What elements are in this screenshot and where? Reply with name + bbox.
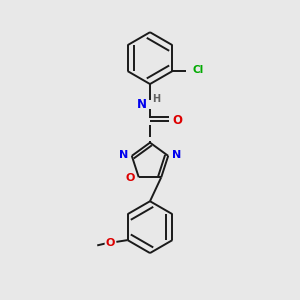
Text: N: N xyxy=(172,150,181,160)
Text: N: N xyxy=(119,150,128,160)
Text: O: O xyxy=(105,238,115,248)
Text: N: N xyxy=(137,98,147,111)
Text: H: H xyxy=(152,94,160,104)
Text: Cl: Cl xyxy=(192,65,203,76)
Text: O: O xyxy=(126,173,135,183)
Text: O: O xyxy=(172,114,182,127)
